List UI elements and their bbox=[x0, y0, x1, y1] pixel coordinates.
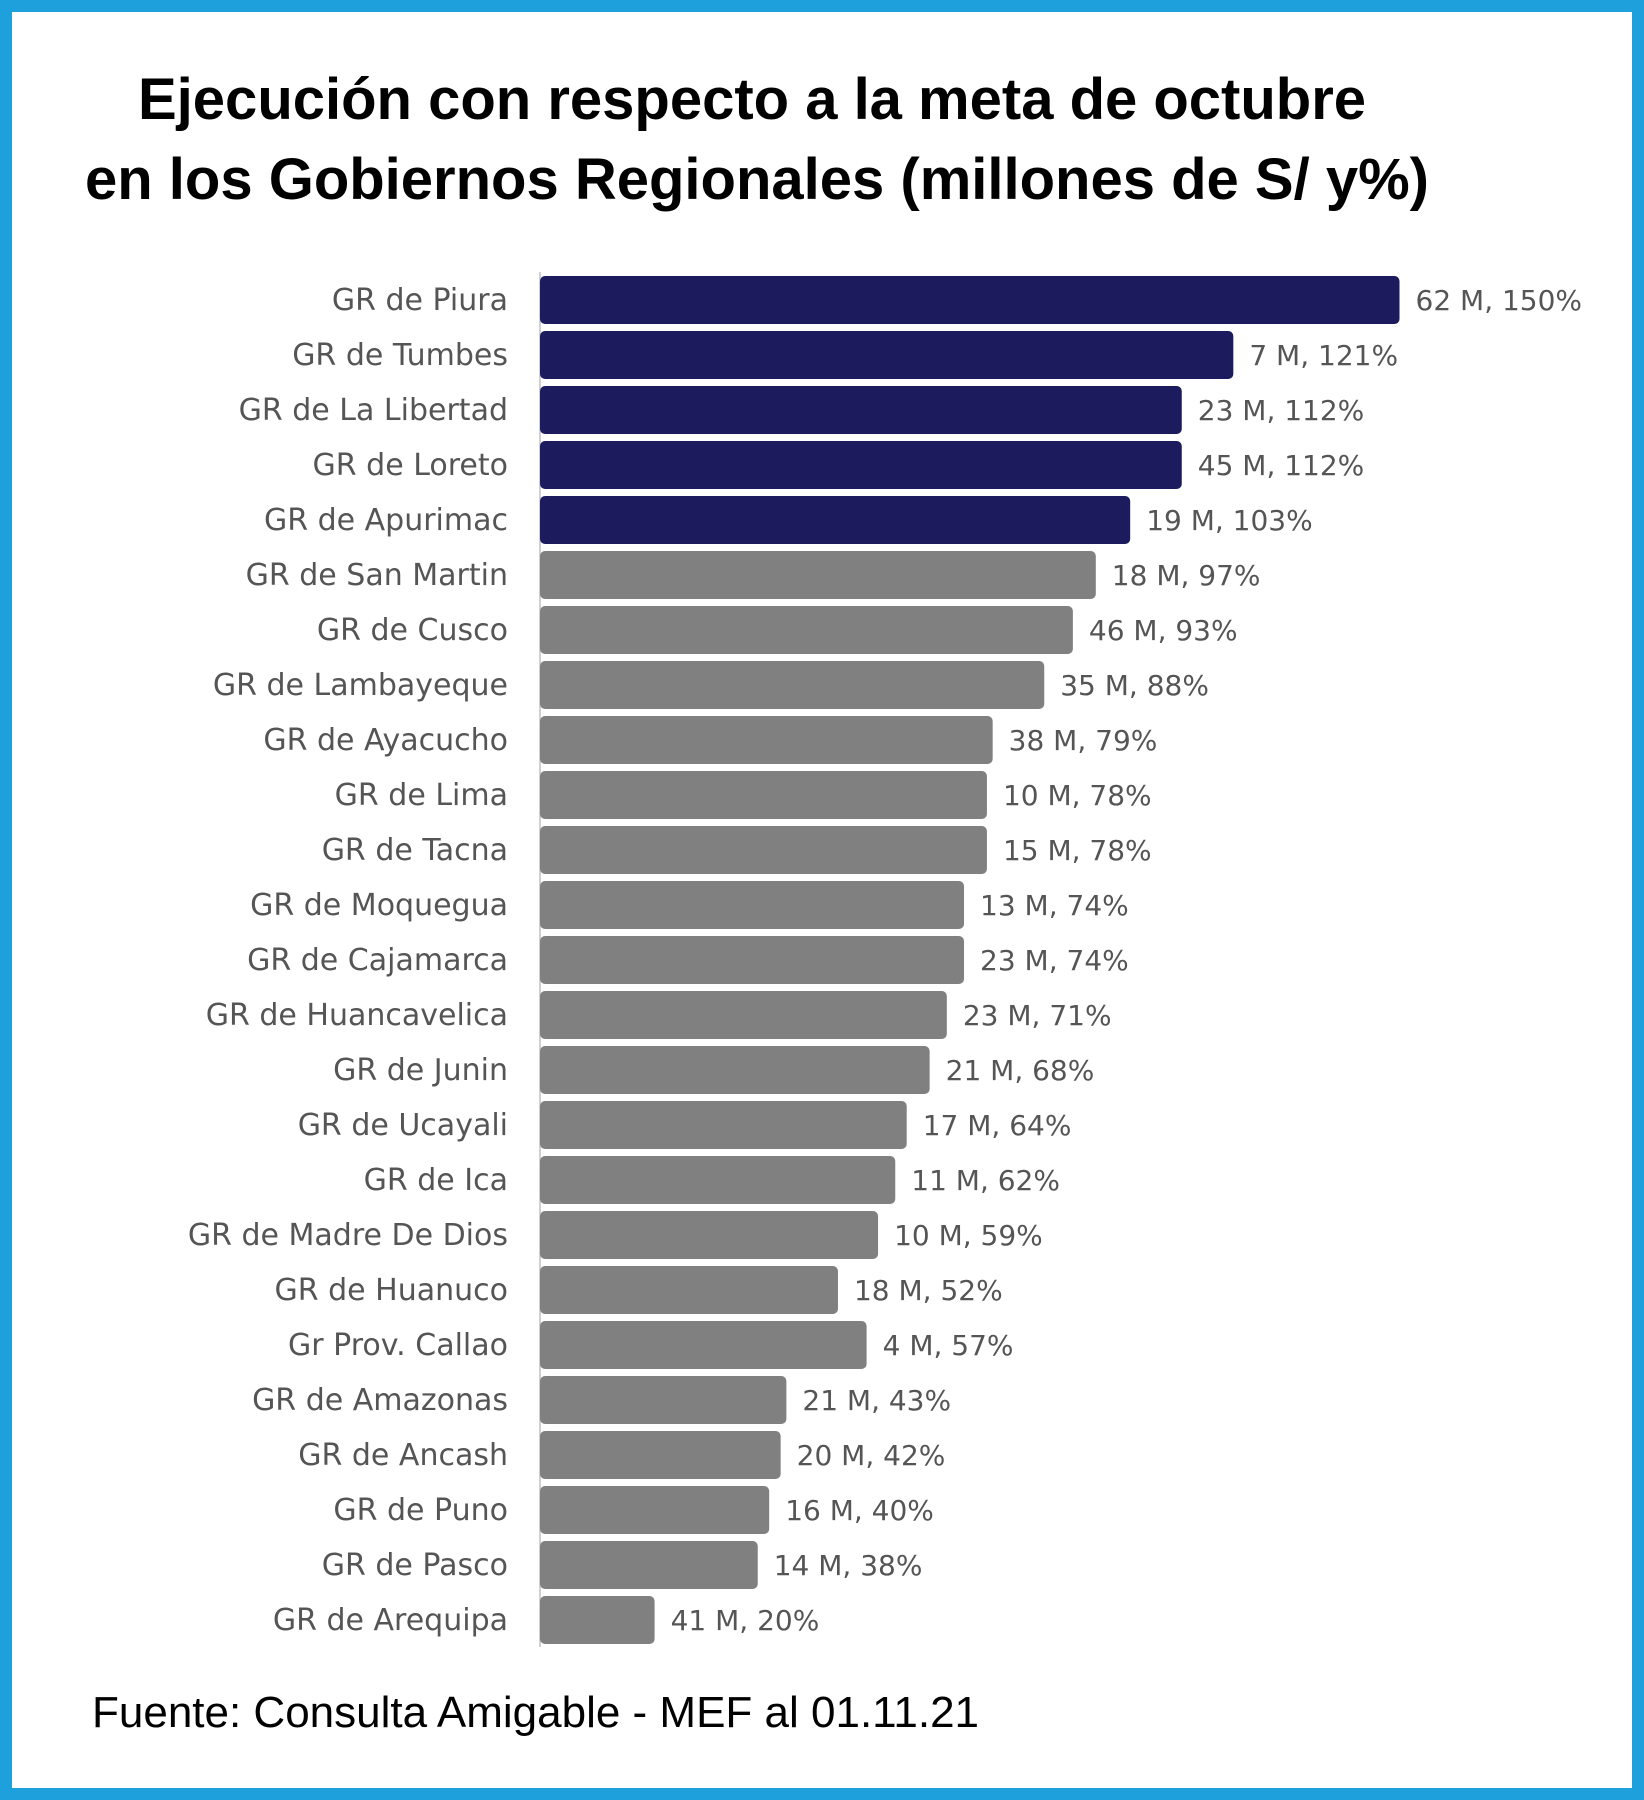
data-label: 7 M, 121% bbox=[1249, 339, 1398, 372]
data-label: 38 M, 79% bbox=[1009, 724, 1158, 757]
bar bbox=[540, 1321, 867, 1369]
category-label: GR de Moquegua bbox=[250, 888, 508, 923]
bar bbox=[540, 1156, 896, 1204]
bar bbox=[540, 1046, 930, 1094]
bar bbox=[540, 661, 1045, 709]
bar bbox=[540, 881, 965, 929]
category-label: GR de Lima bbox=[335, 778, 508, 813]
bar bbox=[540, 1211, 879, 1259]
bar bbox=[540, 991, 947, 1039]
chart-title: Ejecución con respecto a la meta de octu… bbox=[40, 60, 1540, 220]
data-label: 16 M, 40% bbox=[785, 1494, 934, 1527]
data-label: 45 M, 112% bbox=[1198, 449, 1365, 482]
chart-title-line-2: en los Gobiernos Regionales (millones de… bbox=[85, 147, 1429, 212]
bar bbox=[540, 1266, 838, 1314]
bar bbox=[540, 716, 993, 764]
category-label: GR de Tacna bbox=[322, 833, 508, 868]
bar bbox=[540, 496, 1131, 544]
data-label: 4 M, 57% bbox=[883, 1329, 1014, 1362]
category-label: GR de Cusco bbox=[317, 613, 508, 648]
chart-title-line-1: Ejecución con respecto a la meta de octu… bbox=[138, 67, 1367, 132]
category-label: GR de Ucayali bbox=[298, 1108, 508, 1143]
category-label: GR de Amazonas bbox=[252, 1383, 508, 1418]
bar bbox=[540, 276, 1400, 324]
bar bbox=[540, 1596, 655, 1644]
data-label: 46 M, 93% bbox=[1089, 614, 1238, 647]
bar bbox=[540, 1541, 758, 1589]
data-label: 21 M, 43% bbox=[802, 1384, 951, 1417]
category-label: Gr Prov. Callao bbox=[288, 1328, 508, 1363]
data-label: 10 M, 59% bbox=[894, 1219, 1043, 1252]
bar bbox=[540, 1431, 781, 1479]
data-label: 15 M, 78% bbox=[1003, 834, 1152, 867]
data-label: 35 M, 88% bbox=[1060, 669, 1209, 702]
category-label: GR de Loreto bbox=[313, 448, 508, 483]
bar bbox=[540, 1486, 770, 1534]
source-note: Fuente: Consulta Amigable - MEF al 01.11… bbox=[92, 1688, 980, 1737]
bar bbox=[540, 331, 1234, 379]
data-label: 11 M, 62% bbox=[911, 1164, 1060, 1197]
bar bbox=[540, 771, 987, 819]
data-label: 62 M, 150% bbox=[1416, 284, 1583, 317]
category-label: GR de Lambayeque bbox=[213, 668, 508, 703]
category-label: GR de Arequipa bbox=[273, 1603, 508, 1638]
category-label: GR de Pasco bbox=[322, 1548, 508, 1583]
data-label: 18 M, 97% bbox=[1112, 559, 1261, 592]
category-label: GR de Huancavelica bbox=[206, 998, 508, 1033]
bar bbox=[540, 606, 1073, 654]
bar bbox=[540, 826, 987, 874]
data-label: 41 M, 20% bbox=[671, 1604, 820, 1637]
category-label: GR de Junin bbox=[333, 1053, 508, 1088]
category-label: GR de Piura bbox=[332, 283, 508, 318]
category-label: GR de San Martin bbox=[246, 558, 508, 593]
category-label: GR de Ayacucho bbox=[263, 723, 508, 758]
data-label: 19 M, 103% bbox=[1146, 504, 1313, 537]
bar bbox=[540, 1376, 787, 1424]
category-label: GR de Tumbes bbox=[292, 338, 508, 373]
bar bbox=[540, 551, 1096, 599]
data-label: 20 M, 42% bbox=[797, 1439, 946, 1472]
data-label: 23 M, 112% bbox=[1198, 394, 1365, 427]
category-label: GR de Madre De Dios bbox=[188, 1218, 508, 1253]
category-label: GR de La Libertad bbox=[239, 393, 508, 428]
data-label: 14 M, 38% bbox=[774, 1549, 923, 1582]
data-label: 23 M, 74% bbox=[980, 944, 1129, 977]
bar bbox=[540, 1101, 907, 1149]
data-label: 21 M, 68% bbox=[946, 1054, 1095, 1087]
data-label: 17 M, 64% bbox=[923, 1109, 1072, 1142]
data-label: 10 M, 78% bbox=[1003, 779, 1152, 812]
category-label: GR de Ancash bbox=[298, 1438, 508, 1473]
data-label: 13 M, 74% bbox=[980, 889, 1129, 922]
category-label: GR de Ica bbox=[364, 1163, 508, 1198]
category-label: GR de Cajamarca bbox=[247, 943, 508, 978]
data-label: 23 M, 71% bbox=[963, 999, 1112, 1032]
category-label: GR de Puno bbox=[333, 1493, 508, 1528]
bar bbox=[540, 936, 965, 984]
bar bbox=[540, 386, 1182, 434]
bar bbox=[540, 441, 1182, 489]
category-label: GR de Apurimac bbox=[264, 503, 508, 538]
category-label: GR de Huanuco bbox=[275, 1273, 509, 1308]
data-label: 18 M, 52% bbox=[854, 1274, 1003, 1307]
